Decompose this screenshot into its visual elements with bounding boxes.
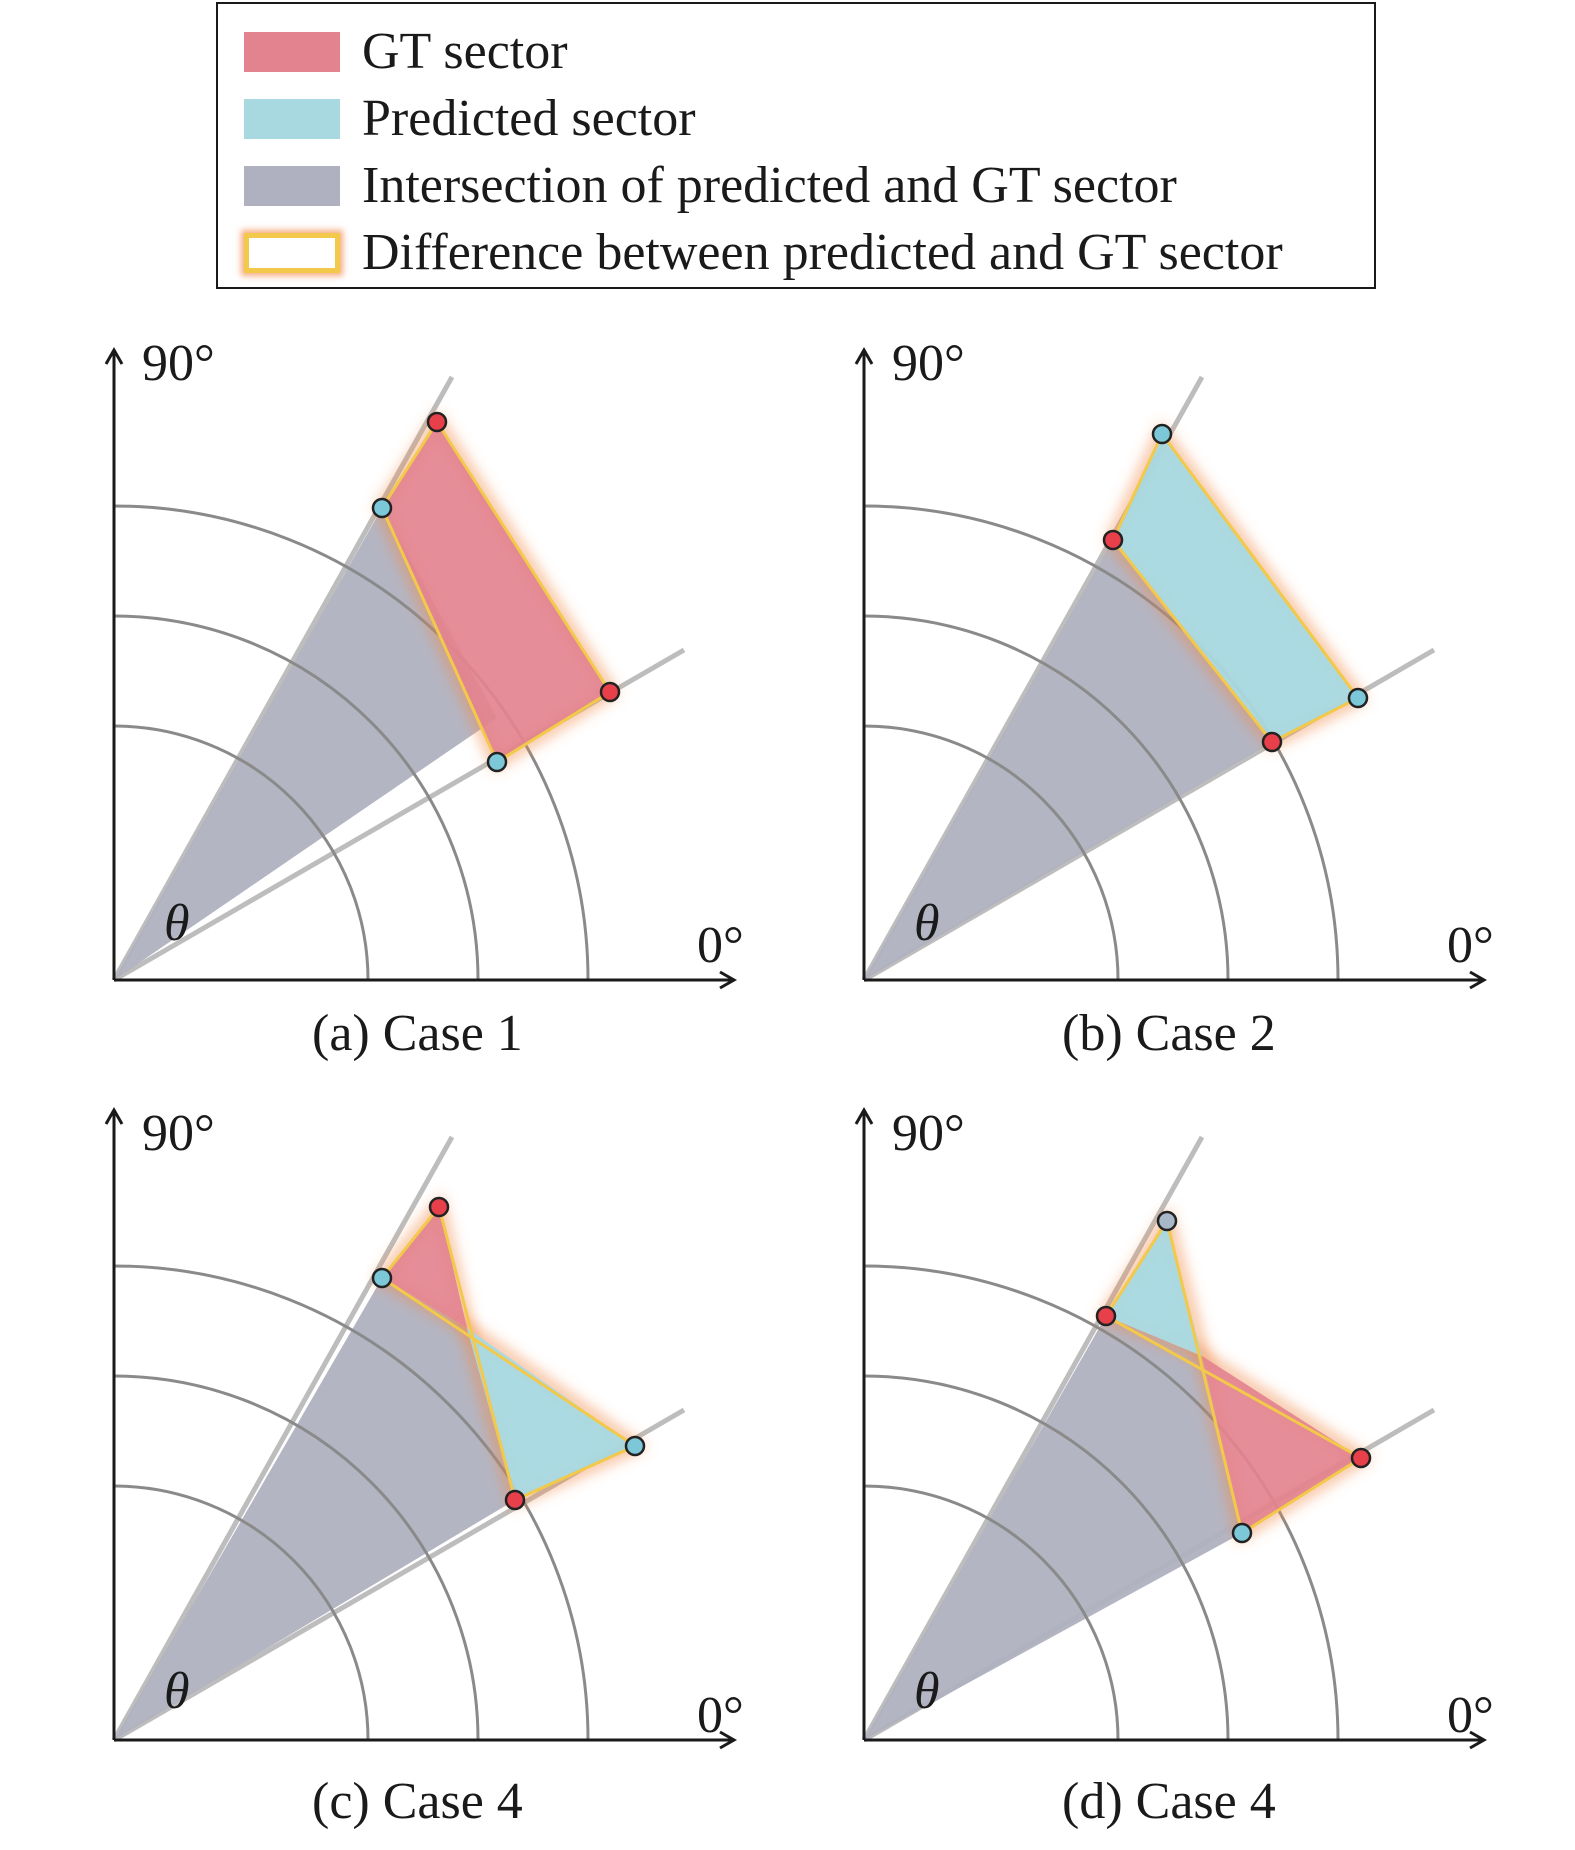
arc-middle	[113, 1374, 480, 1741]
panel-a-diagram	[104, 346, 738, 990]
arc-inner	[113, 724, 370, 981]
label-90-degrees: 90°	[142, 1105, 215, 1162]
arc-inner	[863, 724, 1120, 981]
gt-point	[1350, 1447, 1372, 1469]
predicted-sector-part	[467, 1328, 635, 1500]
legend-item-predicted: Predicted sector	[244, 89, 696, 149]
label-theta: θ	[164, 895, 190, 952]
intersection-swatch	[244, 166, 340, 206]
gt-sector-part	[1202, 1356, 1361, 1533]
label-90-degrees: 90°	[892, 335, 965, 392]
label-theta: θ	[164, 1663, 190, 1720]
label-90-degrees: 90°	[892, 1105, 965, 1162]
label-0-degrees: 0°	[697, 917, 744, 974]
legend-item-intersection: Intersection of predicted and GT sector	[244, 156, 1177, 216]
gt-point	[1095, 1305, 1117, 1327]
legend-label-intersection: Intersection of predicted and GT sector	[362, 157, 1177, 214]
predicted-sector-part	[1106, 1221, 1202, 1356]
gt-swatch	[244, 32, 340, 72]
panel-case-4-c: 90° 0° θ (c) Case 4	[82, 1090, 842, 1850]
intersection-region	[864, 1316, 1242, 1740]
ray-upper	[111, 1135, 455, 1742]
panel-d-diagram	[854, 1106, 1488, 1750]
caption-c: (c) Case 4	[312, 1773, 523, 1830]
arc-outer	[113, 1264, 590, 1741]
legend-label-gt: GT sector	[362, 23, 568, 80]
panel-case-4-d: 90° 0° θ (d) Case 4	[832, 1090, 1575, 1850]
gt-point	[1261, 731, 1283, 753]
arc-middle	[863, 614, 1230, 981]
pred-point	[624, 1435, 646, 1457]
pred-point	[1231, 1522, 1253, 1544]
panel-c-diagram	[104, 1106, 738, 1750]
pred-point	[1347, 687, 1369, 709]
gt-point	[1102, 529, 1124, 551]
gt-sector	[382, 422, 610, 762]
arc-middle	[113, 614, 480, 981]
predicted-swatch	[244, 99, 340, 139]
legend: GT sector Predicted sector Intersection …	[216, 2, 1376, 289]
caption-d: (d) Case 4	[1062, 1773, 1276, 1830]
intersection-region	[864, 540, 1272, 980]
pred-point	[371, 1267, 393, 1289]
predicted-sector	[1113, 434, 1358, 742]
intersection-region	[114, 508, 497, 980]
legend-label-predicted: Predicted sector	[362, 90, 696, 147]
label-90-degrees: 90°	[142, 335, 215, 392]
label-0-degrees: 0°	[1447, 1687, 1494, 1744]
panel-b-diagram	[854, 346, 1488, 990]
legend-item-difference: Difference between predicted and GT sect…	[244, 223, 1283, 283]
gt-point	[426, 411, 448, 433]
gt-point	[504, 1489, 526, 1511]
legend-item-gt: GT sector	[244, 22, 568, 82]
pred-point	[1156, 1210, 1178, 1232]
arc-inner	[863, 1484, 1120, 1741]
label-0-degrees: 0°	[1447, 917, 1494, 974]
panel-case-2: 90° 0° θ (b) Case 2	[832, 330, 1575, 1090]
arc-middle	[863, 1374, 1230, 1741]
label-theta: θ	[914, 1663, 940, 1720]
label-theta: θ	[914, 895, 940, 952]
legend-label-difference: Difference between predicted and GT sect…	[362, 224, 1283, 281]
arc-inner	[113, 1484, 370, 1741]
pred-point	[371, 497, 393, 519]
intersection-region	[114, 1278, 515, 1740]
pred-point	[486, 751, 508, 773]
arc-outer	[863, 1264, 1340, 1741]
gt-point	[599, 681, 621, 703]
panel-case-1: 90° 0° θ (a) Case 1	[82, 330, 842, 1090]
caption-b: (b) Case 2	[1062, 1005, 1276, 1062]
label-0-degrees: 0°	[697, 1687, 744, 1744]
pred-point	[1151, 423, 1173, 445]
gt-point	[428, 1196, 450, 1218]
ray-upper	[861, 1135, 1205, 1742]
difference-swatch	[244, 233, 340, 273]
caption-a: (a) Case 1	[312, 1005, 523, 1062]
